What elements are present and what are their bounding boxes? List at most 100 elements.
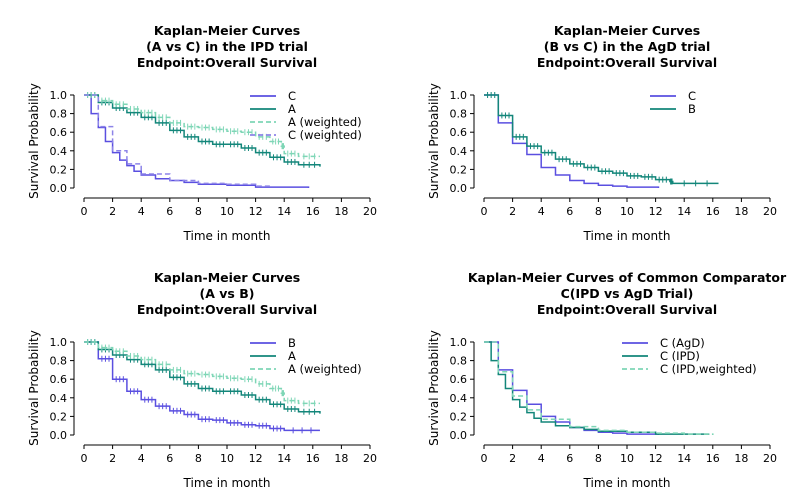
x-axis-label: Time in month: [583, 476, 671, 490]
x-axis-label: Time in month: [183, 476, 271, 490]
chart-title-line: Endpoint:Overall Survival: [537, 55, 717, 70]
y-tick-label: 0.2: [450, 163, 468, 176]
x-tick-label: 8: [195, 452, 202, 465]
x-tick-label: 4: [538, 205, 545, 218]
x-tick-label: 16: [706, 452, 720, 465]
x-tick-label: 2: [109, 452, 116, 465]
y-tick-label: 0.6: [50, 126, 68, 139]
legend-label: B: [288, 336, 296, 350]
y-tick-label: 0.2: [50, 410, 68, 423]
survival-curve-c: [484, 94, 660, 188]
x-tick-label: 4: [138, 452, 145, 465]
x-axis-label: Time in month: [583, 229, 671, 243]
x-tick-label: 12: [649, 205, 663, 218]
y-tick-label: 0.0: [50, 429, 68, 442]
x-tick-label: 10: [220, 205, 234, 218]
y-tick-label: 0.6: [450, 373, 468, 386]
x-tick-label: 12: [649, 452, 663, 465]
x-tick-label: 6: [566, 205, 573, 218]
x-tick-label: 0: [481, 452, 488, 465]
km-panel-3: Kaplan-Meier Curves(A vs B)Endpoint:Over…: [27, 270, 377, 490]
x-tick-label: 10: [220, 452, 234, 465]
y-tick-label: 1.0: [450, 89, 468, 102]
legend-label: C (weighted): [288, 128, 362, 142]
x-tick-label: 14: [677, 452, 691, 465]
chart-title-line: Kaplan-Meier Curves: [554, 23, 700, 38]
x-tick-label: 16: [306, 205, 320, 218]
x-tick-label: 20: [763, 452, 777, 465]
x-tick-label: 8: [595, 452, 602, 465]
x-tick-label: 2: [109, 205, 116, 218]
y-axis-label: Survival Probability: [27, 83, 41, 199]
x-tick-label: 20: [763, 205, 777, 218]
y-tick-label: 0.8: [450, 355, 468, 368]
x-tick-label: 4: [538, 452, 545, 465]
y-tick-label: 0.6: [450, 126, 468, 139]
x-tick-label: 2: [509, 452, 516, 465]
chart-title-line: Endpoint:Overall Survival: [537, 302, 717, 317]
y-tick-label: 0.6: [50, 373, 68, 386]
y-tick-label: 0.0: [450, 182, 468, 195]
y-axis-label: Survival Probability: [427, 330, 441, 446]
chart-title-line: (B vs C) in the AgD trial: [544, 39, 711, 54]
y-tick-label: 0.2: [450, 410, 468, 423]
y-axis-label: Survival Probability: [27, 330, 41, 446]
chart-title-line: (A vs C) in the IPD trial: [146, 39, 308, 54]
y-tick-label: 0.8: [50, 355, 68, 368]
x-tick-label: 4: [138, 205, 145, 218]
chart-title-line: Kaplan-Meier Curves of Common Comparator: [468, 270, 787, 285]
chart-title-line: Endpoint:Overall Survival: [137, 302, 317, 317]
survival-curve-c-agd-: [484, 341, 660, 435]
x-tick-label: 0: [81, 452, 88, 465]
x-tick-label: 20: [363, 452, 377, 465]
chart-title-line: (A vs B): [200, 286, 255, 301]
x-tick-label: 14: [277, 452, 291, 465]
y-tick-label: 1.0: [450, 336, 468, 349]
x-tick-label: 18: [734, 452, 748, 465]
x-tick-label: 14: [277, 205, 291, 218]
x-tick-label: 16: [306, 452, 320, 465]
y-tick-label: 1.0: [50, 336, 68, 349]
legend-label: C: [288, 89, 296, 103]
legend-label: A: [288, 102, 296, 116]
y-tick-label: 0.0: [50, 182, 68, 195]
legend-label: B: [688, 102, 696, 116]
x-tick-label: 12: [249, 452, 263, 465]
y-tick-label: 1.0: [50, 89, 68, 102]
legend-label: C: [688, 89, 696, 103]
y-tick-label: 0.0: [450, 429, 468, 442]
x-tick-label: 8: [595, 205, 602, 218]
chart-title-line: Kaplan-Meier Curves: [154, 23, 300, 38]
x-tick-label: 6: [566, 452, 573, 465]
y-tick-label: 0.4: [450, 145, 468, 158]
x-tick-label: 12: [249, 205, 263, 218]
x-tick-label: 18: [734, 205, 748, 218]
km-panel-2: Kaplan-Meier Curves(B vs C) in the AgD t…: [427, 23, 777, 243]
x-axis-label: Time in month: [183, 229, 271, 243]
legend-label: C (IPD): [660, 349, 700, 363]
legend-label: A (weighted): [288, 362, 362, 376]
y-tick-label: 0.4: [50, 392, 68, 405]
x-tick-label: 10: [620, 452, 634, 465]
legend-label: C (IPD,weighted): [660, 362, 757, 376]
survival-curve-b: [484, 94, 719, 185]
x-tick-label: 6: [166, 452, 173, 465]
x-tick-label: 20: [363, 205, 377, 218]
km-panel-4: Kaplan-Meier Curves of Common Comparator…: [427, 270, 787, 490]
x-tick-label: 10: [620, 205, 634, 218]
x-tick-label: 8: [195, 205, 202, 218]
x-tick-label: 16: [706, 205, 720, 218]
y-tick-label: 0.8: [450, 108, 468, 121]
x-tick-label: 14: [677, 205, 691, 218]
x-tick-label: 0: [481, 205, 488, 218]
y-tick-label: 0.8: [50, 108, 68, 121]
y-tick-label: 0.4: [450, 392, 468, 405]
x-tick-label: 6: [166, 205, 173, 218]
y-tick-label: 0.2: [50, 163, 68, 176]
survival-curve-c-ipd-weighted-: [484, 341, 714, 435]
x-tick-label: 18: [334, 452, 348, 465]
x-tick-label: 0: [81, 205, 88, 218]
chart-title-line: C(IPD vs AgD Trial): [561, 286, 694, 301]
